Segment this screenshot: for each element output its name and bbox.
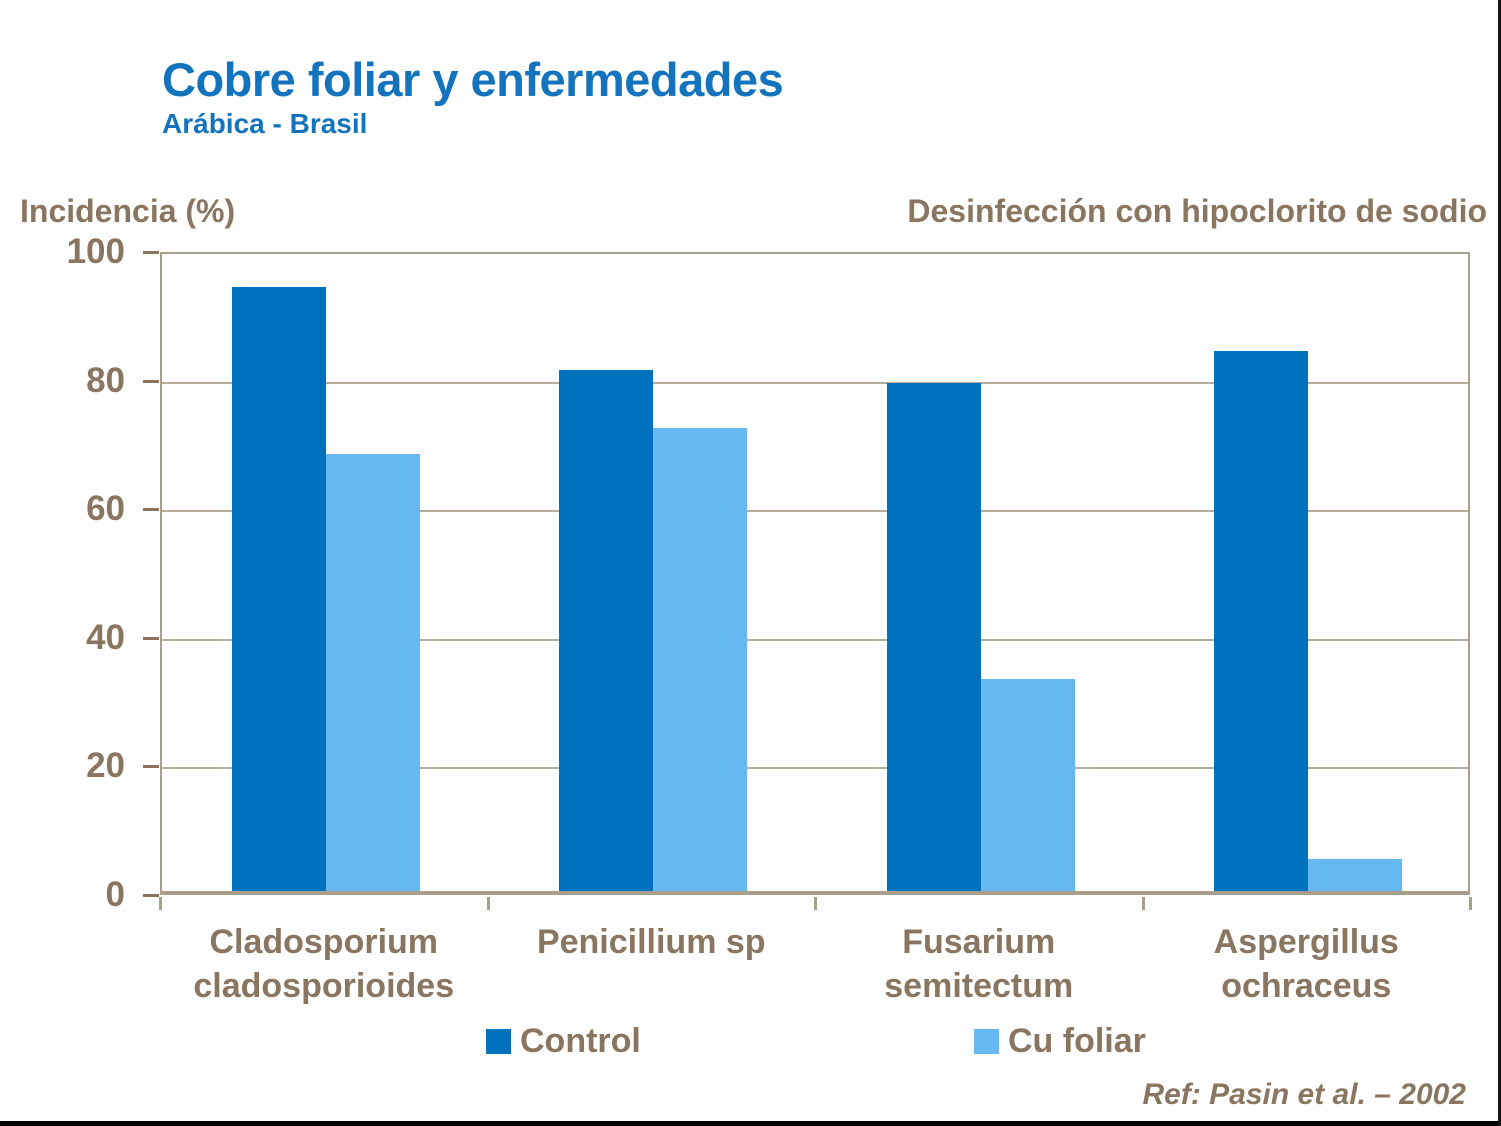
legend-swatch-icon [486, 1028, 511, 1054]
xtick-mark-4 [1469, 897, 1472, 910]
gridline-20 [162, 767, 1468, 770]
bottom-border-line [0, 1121, 1501, 1126]
y-axis-title: Incidencia (%) [20, 193, 236, 229]
ytick-mark-20 [143, 765, 159, 769]
ytick-label-20: 20 [86, 746, 125, 786]
bar-control-2 [886, 383, 981, 891]
ytick-label-100: 100 [66, 232, 125, 271]
bar-cu-foliar-1 [653, 428, 748, 891]
gridline-40 [162, 638, 1468, 641]
gridline-80 [162, 381, 1468, 384]
ytick-label-60: 60 [86, 489, 125, 529]
xtick-mark-2 [814, 897, 817, 910]
bar-control-0 [231, 286, 326, 891]
bar-cu-foliar-3 [1308, 858, 1403, 891]
bar-cu-foliar-0 [325, 453, 420, 891]
xtick-mark-1 [486, 897, 490, 910]
ytick-mark-100 [143, 251, 159, 254]
category-label-1: Penicillium sp [536, 923, 766, 961]
ytick-mark-60 [143, 508, 159, 512]
category-label-3: Aspergillus ochraceus [1213, 923, 1399, 1005]
ytick-mark-0 [143, 894, 159, 897]
bar-cu-foliar-2 [980, 678, 1075, 891]
right-border-line [1498, 0, 1501, 1126]
bar-control-3 [1214, 350, 1309, 891]
legend-swatch-icon [974, 1028, 999, 1054]
chart-subtitle: Arábica - Brasil [162, 108, 368, 139]
legend-label: Cu foliar [1008, 1022, 1146, 1060]
category-label-0: Cladosporium cladosporioides [193, 923, 455, 1005]
category-label-2: Fusarium semitectum [884, 923, 1074, 1005]
reference-text: Ref: Pasin et al. – 2002 [1142, 1078, 1467, 1111]
legend-item-control: Control [486, 1020, 641, 1062]
ytick-label-80: 80 [86, 360, 125, 400]
ytick-mark-40 [143, 636, 159, 640]
ytick-label-40: 40 [86, 617, 125, 657]
annotation-header: Desinfección con hipoclorito de sodio [907, 193, 1487, 229]
legend-item-cu-foliar: Cu foliar [974, 1020, 1146, 1062]
xtick-mark-0 [159, 897, 162, 910]
chart-title: Cobre foliar y enfermedades [162, 53, 784, 106]
xtick-mark-3 [1141, 897, 1145, 910]
plot-area [160, 252, 1470, 895]
ytick-mark-80 [143, 379, 159, 383]
gridline-60 [162, 510, 1468, 513]
ytick-label-0: 0 [105, 875, 125, 914]
bar-control-1 [559, 370, 654, 891]
legend-label: Control [520, 1022, 641, 1060]
